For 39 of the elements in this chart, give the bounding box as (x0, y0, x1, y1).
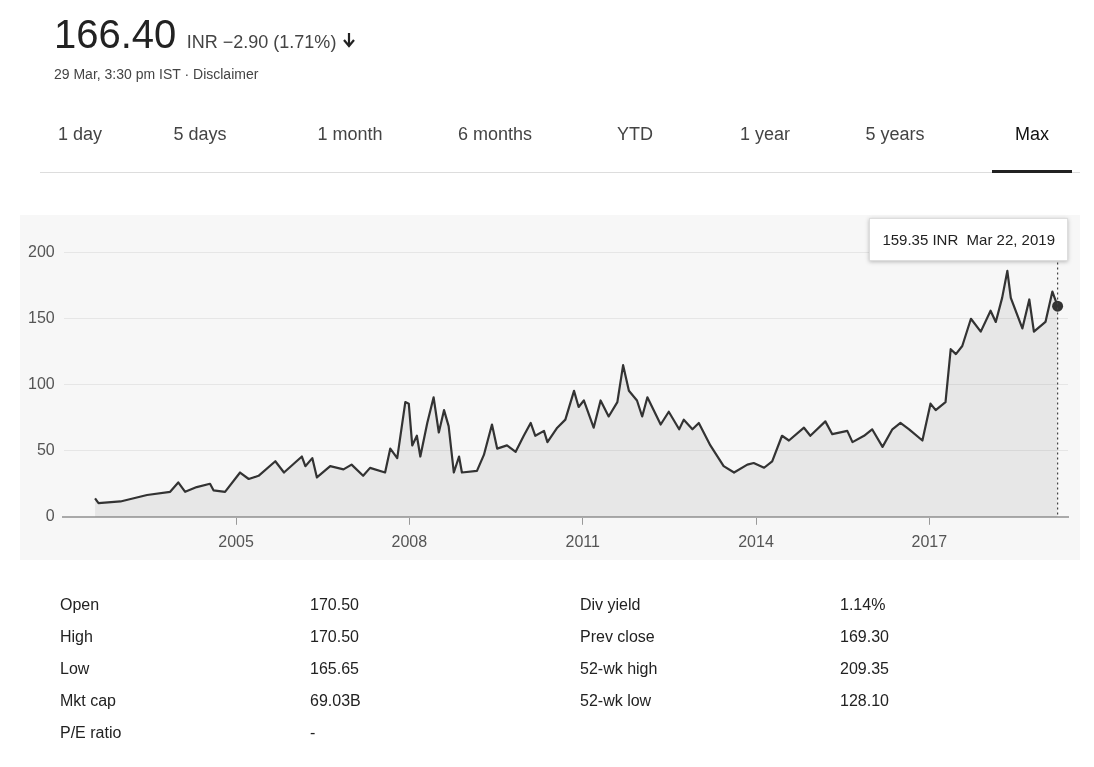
x-tick-label: 2011 (565, 532, 600, 550)
text: Prev close (580, 628, 655, 646)
chart-title: 166.40 INR −2.90 (1.71%) (54, 12, 337, 56)
text: 128.10 (840, 692, 889, 710)
text: 1 year (739, 124, 791, 145)
text: 5 days (173, 124, 227, 145)
text: - (310, 724, 316, 742)
text: 169.30 (840, 628, 889, 646)
text: 52-wk high (580, 660, 658, 678)
y-tick-label: 0 (45, 507, 55, 525)
text: YTD (617, 124, 653, 145)
text: 5 years (865, 124, 925, 145)
annotation: 159.35 INR Mar 22, 2019 (869, 218, 1068, 261)
text: 1.14% (840, 596, 886, 614)
text: Div yield (580, 596, 641, 614)
chart-subtitle: 29 Mar, 3:30 pm IST · Disclaimer (54, 66, 259, 82)
y-tick-label: 50 (36, 441, 55, 459)
text: 52-wk low (580, 692, 652, 710)
x-tick-label: 2008 (391, 532, 428, 550)
text: High (60, 628, 93, 646)
text: Mkt cap (60, 692, 117, 710)
text: 69.03B (310, 692, 361, 710)
y-tick-label: 100 (27, 375, 55, 393)
text: Low (60, 660, 90, 678)
text: Max (1014, 124, 1050, 145)
y-tick-label: 200 (27, 242, 55, 260)
text: 170.50 (310, 628, 359, 646)
x-tick-label: 2014 (738, 532, 774, 550)
text: 165.65 (310, 660, 359, 678)
text: 6 months (457, 124, 533, 145)
text: Open (60, 596, 100, 614)
y-tick-label: 150 (27, 308, 55, 326)
text: 209.35 (840, 660, 889, 678)
text: P/E ratio (60, 724, 122, 742)
x-tick-label: 2005 (218, 532, 254, 550)
text: 1 month (317, 124, 383, 145)
x-tick-label: 2017 (911, 532, 948, 550)
text: 1 day (57, 124, 103, 145)
text: 170.50 (310, 596, 359, 614)
